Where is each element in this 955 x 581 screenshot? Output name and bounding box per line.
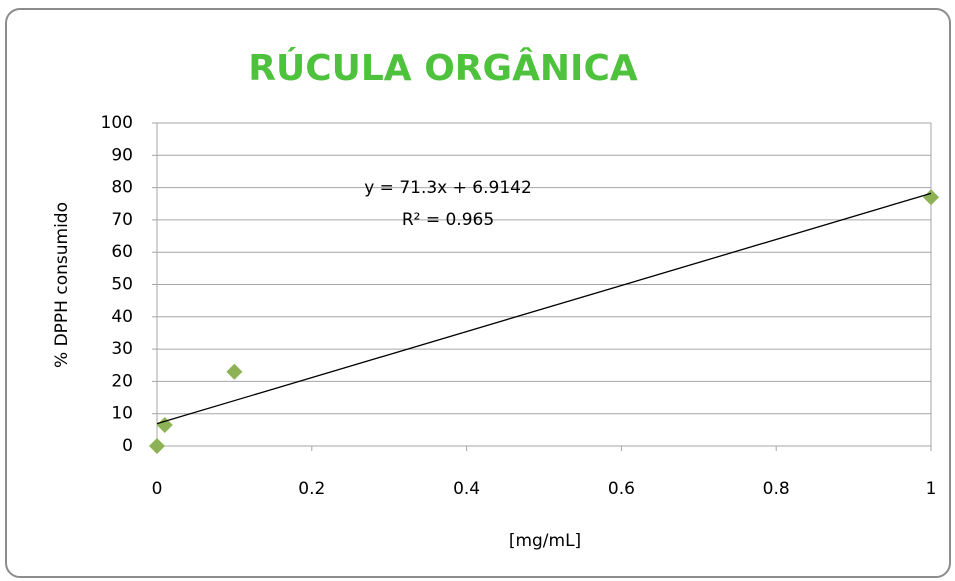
- x-tick-label: 0: [152, 479, 163, 499]
- y-tick-label: 10: [111, 404, 133, 424]
- y-tick-label: 20: [111, 371, 133, 391]
- y-tick-label: 70: [111, 210, 133, 230]
- point: [226, 363, 243, 380]
- x-tick-label: 0.4: [453, 479, 480, 499]
- x-axis-label: [mg/mL]: [509, 531, 581, 551]
- y-axis-label: % DPPH consumido: [52, 202, 72, 368]
- y-tick-label: 100: [101, 113, 133, 133]
- y-tick-label: 30: [111, 339, 133, 359]
- y-tick-label: 0: [122, 436, 133, 456]
- y-tick-label: 80: [111, 178, 133, 198]
- trendline: [156, 192, 932, 425]
- point: [923, 189, 939, 206]
- x-tick-label: 0.8: [763, 479, 790, 499]
- point: [149, 438, 165, 454]
- chart-title: RÚCULA ORGÂNICA: [248, 47, 638, 89]
- y-tick-label: 60: [111, 242, 133, 262]
- point: [156, 417, 173, 434]
- y-tick-label: 50: [111, 275, 133, 295]
- x-tick-label: 0.2: [298, 479, 325, 499]
- trendline-equation: y = 71.3x + 6.9142: [364, 178, 532, 198]
- y-tick-label: 40: [111, 307, 133, 327]
- y-tick-label: 90: [111, 145, 133, 165]
- x-tick-label: 1: [926, 479, 937, 499]
- x-tick-label: 0.6: [608, 479, 635, 499]
- r-squared: R² = 0.965: [402, 210, 494, 230]
- chart-border: [5, 8, 951, 578]
